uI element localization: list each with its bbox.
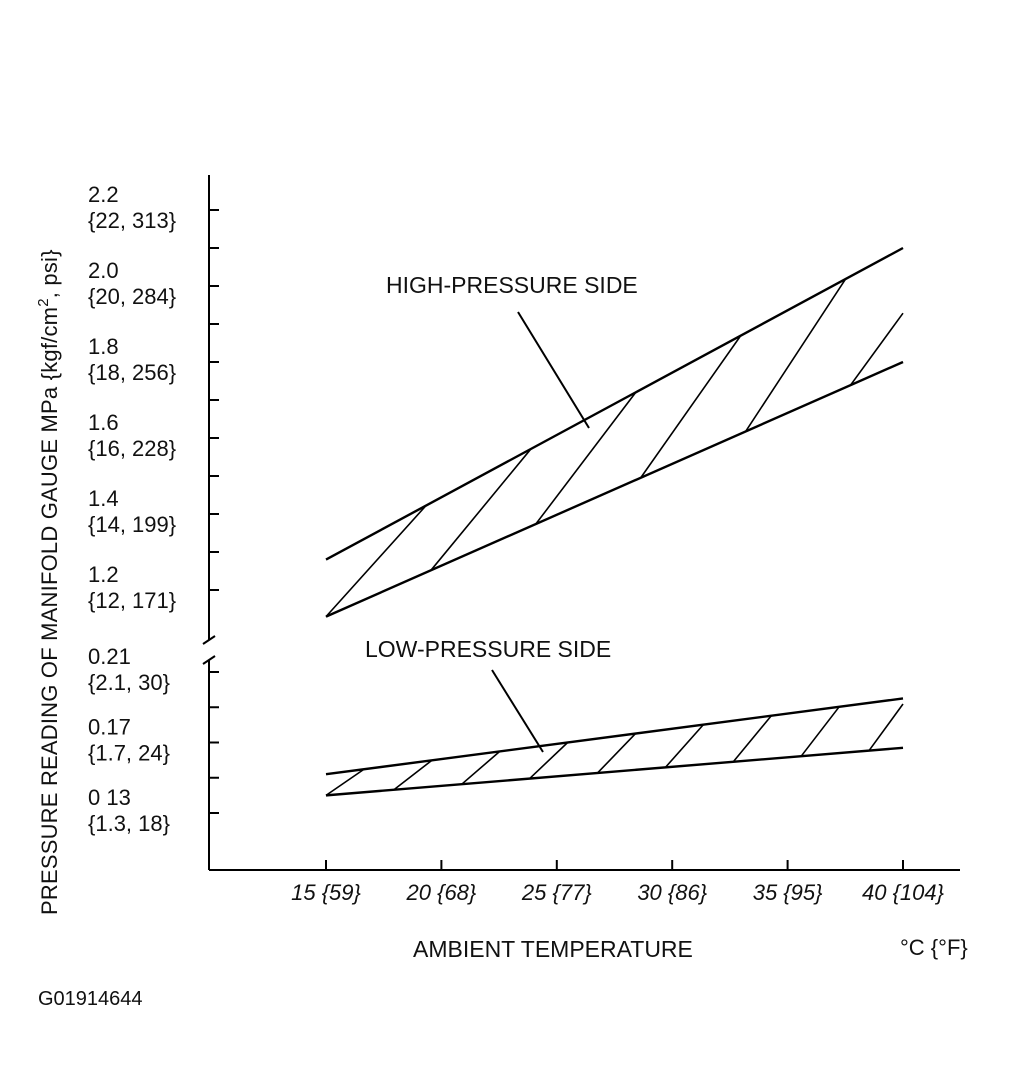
high-pressure-band-hatch: [430, 448, 532, 571]
x-axis-unit: °C {°F}: [900, 935, 968, 960]
y-tick-label-upper-value: 1.8: [88, 334, 119, 359]
x-tick-label: 25 {77}: [521, 880, 592, 905]
y-tick-label-upper: 1.2 {12, 171}: [88, 562, 176, 613]
high-pressure-band: [325, 246, 904, 618]
chart-ticks: [209, 209, 904, 870]
chart-bands: [325, 246, 904, 797]
y-tick-label-lower: 0.17 {1.7, 24}: [88, 715, 170, 766]
y-tick-label-upper-units: {16, 228}: [88, 436, 176, 461]
low-pressure-band-hatch: [800, 706, 840, 757]
low-pressure-band-upper-line: [325, 697, 904, 776]
high-pressure-band-hatch: [640, 335, 742, 479]
high-pressure-band-hatch: [849, 312, 904, 386]
y-axis-label-superscript: 2: [35, 298, 52, 307]
y-tick-label-lower-units: {2.1, 30}: [88, 670, 170, 695]
low-pressure-band-hatch: [393, 759, 433, 791]
x-tick-label: 20 {68}: [406, 880, 477, 905]
y-tick-label-upper-units: {18, 256}: [88, 360, 176, 385]
y-tick-label-upper-value: 2.2: [88, 182, 119, 207]
high-pressure-band-hatch: [535, 391, 637, 525]
low-pressure-band: [325, 697, 904, 797]
high-pressure-band-lower-line: [325, 360, 904, 618]
annotation-high-pressure-side: HIGH-PRESSURE SIDE: [386, 272, 638, 298]
y-tick-label-upper: 2.2 {22, 313}: [88, 182, 176, 233]
y-tick-label-upper-value: 1.2: [88, 562, 119, 587]
y-tick-label-lower-units: {1.3, 18}: [88, 811, 170, 836]
y-tick-label-upper-value: 1.6: [88, 410, 119, 435]
y-axis-break-mark-bottom: [202, 655, 216, 665]
chart-labels: 2.2 {22, 313}2.0 {20, 284}1.8 {18, 256}1.6{…: [88, 182, 945, 905]
y-axis-label-tail: , psi}: [37, 249, 62, 298]
y-axis-label: PRESSURE READING OF MANIFOLD GAUGE MPa {…: [35, 249, 62, 915]
y-tick-label-lower-units: {1.7, 24}: [88, 741, 170, 766]
y-axis-label-main: PRESSURE READING OF MANIFOLD GAUGE MPa {…: [37, 307, 62, 915]
low-pressure-band-hatch: [529, 741, 569, 780]
x-tick-label: 15 {59}: [291, 880, 361, 905]
chart-axes: [202, 175, 960, 871]
high-pressure-band-upper-line: [325, 246, 904, 561]
low-pressure-band-hatch: [461, 750, 501, 785]
figure-id: G01914644: [38, 988, 143, 1010]
low-pressure-band-hatch: [732, 715, 772, 763]
x-tick-label: 30 {86}: [637, 880, 707, 905]
leader-low-pressure: [491, 669, 544, 753]
leader-high-pressure: [517, 311, 590, 429]
y-tick-label-lower-value: 0.17: [88, 715, 131, 740]
y-tick-label-lower-value: 0 13: [88, 785, 131, 810]
y-tick-label-upper-value: 1.4: [88, 486, 119, 511]
y-tick-label-lower: 0 13 {1.3, 18}: [88, 785, 170, 836]
y-tick-label-upper-units: {12, 171}: [88, 588, 176, 613]
low-pressure-band-hatch: [868, 703, 904, 752]
x-axis-label: AMBIENT TEMPERATURE: [413, 936, 693, 962]
y-axis-break-mark-top: [202, 635, 216, 645]
annotation-low-pressure-side: LOW-PRESSURE SIDE: [365, 636, 611, 662]
x-tick-label: 35 {95}: [753, 880, 823, 905]
y-tick-label-upper-units: {22, 313}: [88, 208, 176, 233]
y-tick-label-upper: 2.0 {20, 284}: [88, 258, 176, 309]
y-tick-label-upper-units: {20, 284}: [88, 284, 176, 309]
x-tick-label: 40 {104}: [862, 880, 945, 905]
y-tick-label-upper: 1.4 {14, 199}: [88, 486, 176, 537]
y-tick-label-lower: 0.21 {2.1, 30}: [88, 644, 170, 695]
low-pressure-band-hatch: [325, 768, 365, 797]
low-pressure-band-hatch: [664, 724, 705, 768]
y-tick-label-upper-units: {14, 199}: [88, 512, 176, 537]
y-tick-label-upper: 1.6 {16, 228}: [88, 410, 176, 461]
y-tick-label-lower-value: 0.21: [88, 644, 131, 669]
high-pressure-band-hatch: [325, 505, 427, 618]
low-pressure-band-hatch: [596, 733, 637, 774]
low-pressure-band-lower-line: [325, 746, 904, 797]
y-tick-label-upper: 1.8 {18, 256}: [88, 334, 176, 385]
y-tick-label-upper-value: 2.0: [88, 258, 119, 283]
high-pressure-band-hatch: [744, 278, 847, 432]
